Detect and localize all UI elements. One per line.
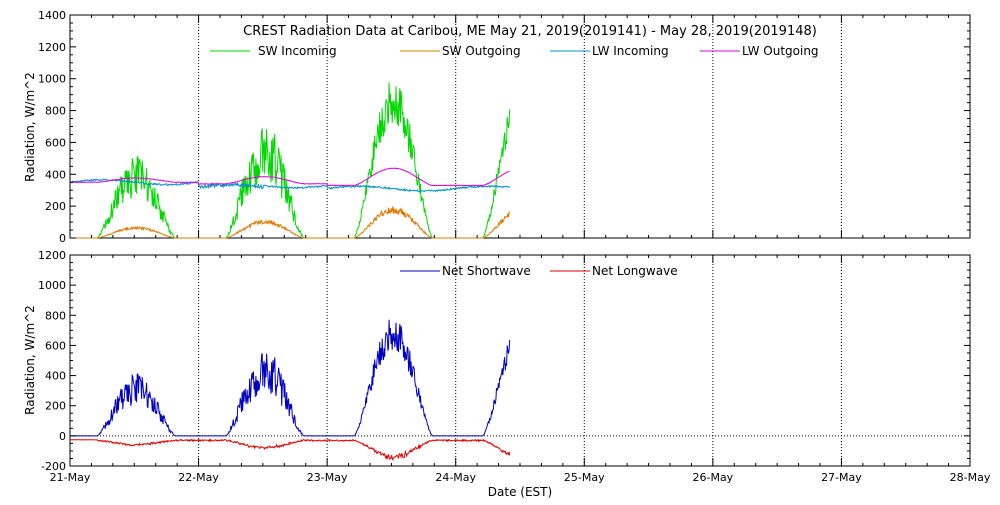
bottom-x-ticks: 21-May 22-May 23-May 24-May 25-May 26-May 27-M… bbox=[50, 255, 991, 484]
x-tick-label: 23-May bbox=[307, 471, 348, 484]
x-tick-label: 26-May bbox=[692, 471, 733, 484]
series-line-lw-in bbox=[69, 178, 511, 193]
series-line-sw-out bbox=[70, 206, 511, 239]
y-tick-label: 200 bbox=[45, 400, 66, 413]
legend-label-sw-incoming: SW Incoming bbox=[258, 44, 337, 58]
x-tick-label: 24-May bbox=[435, 471, 476, 484]
bottom-plot-frame bbox=[69, 254, 971, 467]
x-tick-label: 28-May bbox=[950, 471, 991, 484]
y-tick-label: 600 bbox=[45, 136, 66, 149]
bottom-panel: -200 0 200 400 600 800 1000 1200 21-May 22-May 23… bbox=[23, 249, 991, 499]
chart-title: CREST Radiation Data at Caribou, ME May … bbox=[243, 24, 817, 39]
bottom-y-axis-title: Radiation, W/m^2 bbox=[23, 305, 37, 415]
y-tick-label: 0 bbox=[59, 430, 66, 443]
top-legend: SW Incoming SW Outgoing LW Incoming LW O… bbox=[210, 44, 819, 58]
series-line-sw-in bbox=[70, 82, 511, 239]
legend-label-net-shortwave: Net Shortwave bbox=[442, 264, 531, 278]
legend-label-lw-incoming: LW Incoming bbox=[592, 44, 669, 58]
y-tick-label: 1200 bbox=[38, 249, 66, 262]
legend-label-net-longwave: Net Longwave bbox=[592, 264, 678, 278]
bottom-series-lines bbox=[69, 319, 511, 462]
y-tick-label: 1200 bbox=[38, 41, 66, 54]
y-tick-label: -200 bbox=[41, 460, 66, 473]
top-x-ticks bbox=[69, 15, 950, 238]
top-y-axis-title: Radiation, W/m^2 bbox=[23, 72, 37, 182]
y-tick-label: 400 bbox=[45, 168, 66, 181]
top-series-lines bbox=[69, 82, 511, 239]
x-axis-title: Date (EST) bbox=[488, 485, 552, 499]
x-tick-label: 25-May bbox=[564, 471, 605, 484]
series-line-net-lw bbox=[69, 438, 511, 462]
legend-label-lw-outgoing: LW Outgoing bbox=[742, 44, 819, 58]
y-tick-label: 400 bbox=[45, 370, 66, 383]
y-tick-label: 600 bbox=[45, 339, 66, 352]
series-line-net-sw bbox=[70, 319, 511, 437]
y-tick-label: 200 bbox=[45, 200, 66, 213]
bottom-gridlines bbox=[70, 255, 970, 466]
x-tick-label: 27-May bbox=[821, 471, 862, 484]
x-tick-label: 21-May bbox=[50, 471, 91, 484]
top-y-ticks: 0 200 400 600 800 1000 1200 1400 bbox=[38, 9, 970, 245]
top-gridlines bbox=[198, 15, 842, 238]
series-line-lw-out bbox=[69, 167, 510, 187]
y-tick-label: 0 bbox=[59, 232, 66, 245]
legend-label-sw-outgoing: SW Outgoing bbox=[442, 44, 521, 58]
y-tick-label: 800 bbox=[45, 309, 66, 322]
x-tick-label: 22-May bbox=[178, 471, 219, 484]
y-tick-label: 800 bbox=[45, 105, 66, 118]
bottom-legend: Net Shortwave Net Longwave bbox=[400, 264, 678, 278]
top-panel: 0 200 400 600 800 1000 1200 1400 CREST Radiatio… bbox=[23, 9, 971, 245]
y-tick-label: 1000 bbox=[38, 73, 66, 86]
y-tick-label: 1400 bbox=[38, 9, 66, 22]
y-tick-label: 1000 bbox=[38, 279, 66, 292]
bottom-y-ticks: -200 0 200 400 600 800 1000 1200 bbox=[38, 249, 970, 473]
